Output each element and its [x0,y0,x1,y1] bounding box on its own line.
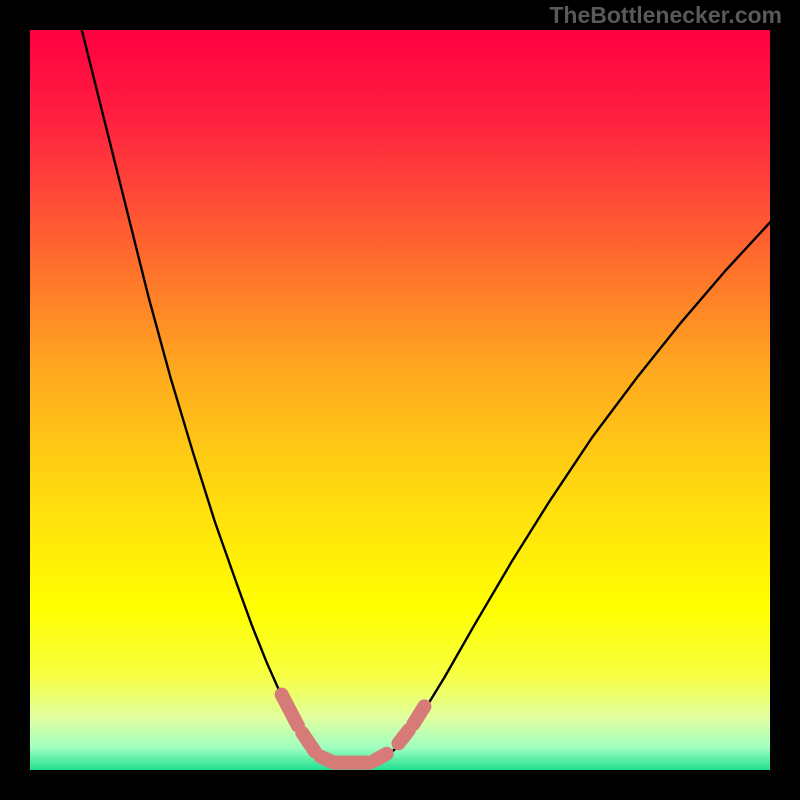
plot-area [30,30,770,770]
watermark-text: TheBottlenecker.com [549,2,782,29]
chart-frame: TheBottlenecker.com [0,0,800,800]
